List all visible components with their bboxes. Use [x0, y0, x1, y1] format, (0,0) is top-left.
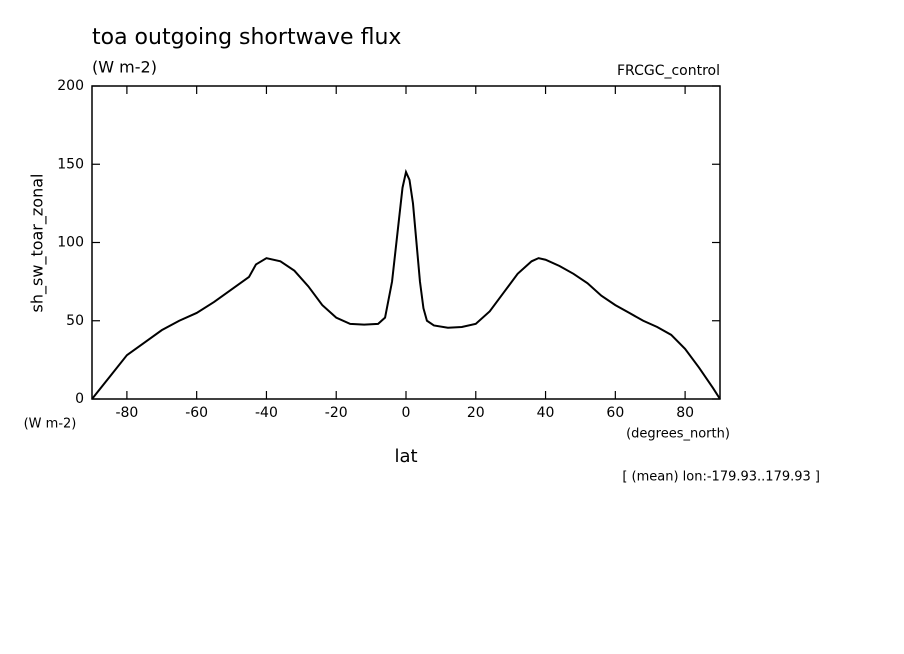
chart-title: toa outgoing shortwave flux: [92, 25, 401, 50]
x-axis-unit: (degrees_north): [626, 427, 730, 442]
annotation: FRCGC_control: [617, 63, 720, 79]
y-tick-label: 200: [57, 78, 84, 94]
y-tick-label: 0: [75, 391, 84, 407]
y-tick-label: 100: [57, 235, 84, 251]
x-tick-label: -60: [185, 405, 208, 421]
x-tick-label: 40: [537, 405, 555, 421]
x-tick-label: 60: [606, 405, 624, 421]
footnote: [ (mean) lon:-179.93..179.93 ]: [622, 470, 820, 485]
x-tick-label: 0: [402, 405, 411, 421]
x-tick-label: 20: [467, 405, 485, 421]
y-axis-label: sh_sw_toar_zonal: [28, 174, 48, 313]
plot-frame: [91, 85, 721, 400]
x-tick-label: -80: [115, 405, 138, 421]
x-axis-label: lat: [394, 446, 417, 467]
data-line: [91, 168, 721, 400]
x-tick-label: 80: [676, 405, 694, 421]
y-tick-label: 50: [66, 313, 84, 329]
y-tick-label: 150: [57, 156, 84, 172]
x-tick-label: -20: [325, 405, 348, 421]
chart-subtitle: (W m-2): [92, 58, 157, 77]
x-tick-label: -40: [255, 405, 278, 421]
y-axis-unit: (W m-2): [24, 417, 77, 432]
